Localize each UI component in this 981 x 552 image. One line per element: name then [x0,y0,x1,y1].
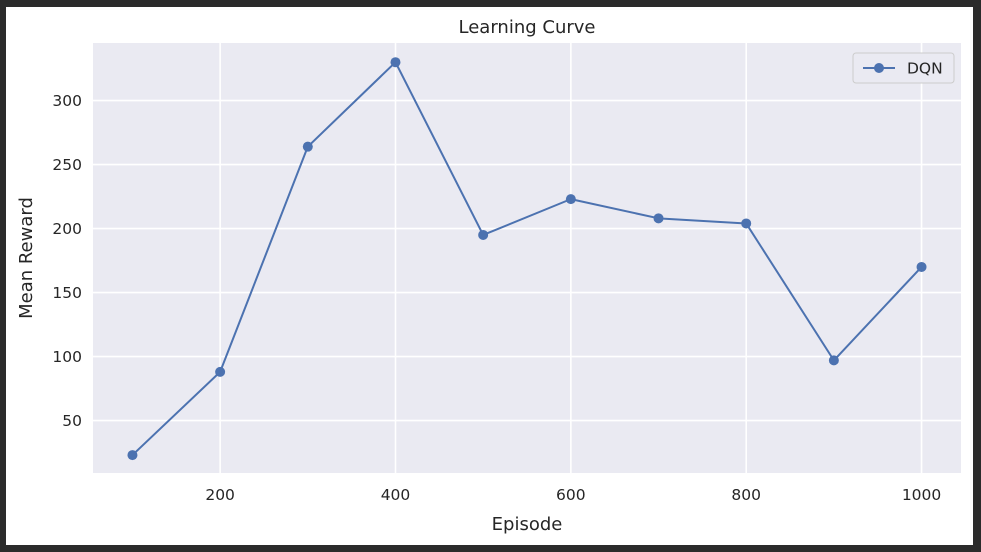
x-tick-label: 800 [731,486,761,504]
y-tick-label: 200 [52,220,82,238]
data-point [828,355,839,366]
data-point [215,366,226,377]
data-point [653,213,664,224]
data-point [127,450,138,461]
y-tick-label: 250 [52,156,82,174]
data-point [478,229,489,240]
y-tick-labels: 50 100 150 200 250 300 [52,92,82,430]
plot-area [93,43,961,473]
y-tick-label: 300 [52,92,82,110]
legend-marker [874,63,884,73]
x-tick-label: 400 [381,486,411,504]
data-point [741,218,752,229]
data-point [916,261,927,272]
series-layer [127,57,927,461]
legend-label-dqn: DQN [907,60,943,78]
data-point [390,57,401,68]
y-tick-label: 100 [52,348,82,366]
chart-title: Learning Curve [459,17,596,38]
y-tick-label: 50 [62,412,82,430]
y-tick-label: 150 [52,284,82,302]
data-point [565,194,576,205]
grid-lines [93,43,961,473]
chart-frame: 200 400 600 800 1000 50 100 150 200 250 300 Learn… [6,7,973,545]
x-tick-label: 600 [556,486,586,504]
x-tick-labels: 200 400 600 800 1000 [205,486,941,504]
data-point [302,141,313,152]
legend: DQN [852,52,955,84]
x-tick-label: 1000 [902,486,941,504]
legend-box [852,52,955,84]
chart: 200 400 600 800 1000 50 100 150 200 250 300 Learn… [16,17,961,535]
x-axis-label: Episode [492,514,563,535]
x-tick-label: 200 [205,486,235,504]
y-axis-label: Mean Reward [16,197,37,319]
series-line-dqn [131,61,923,456]
